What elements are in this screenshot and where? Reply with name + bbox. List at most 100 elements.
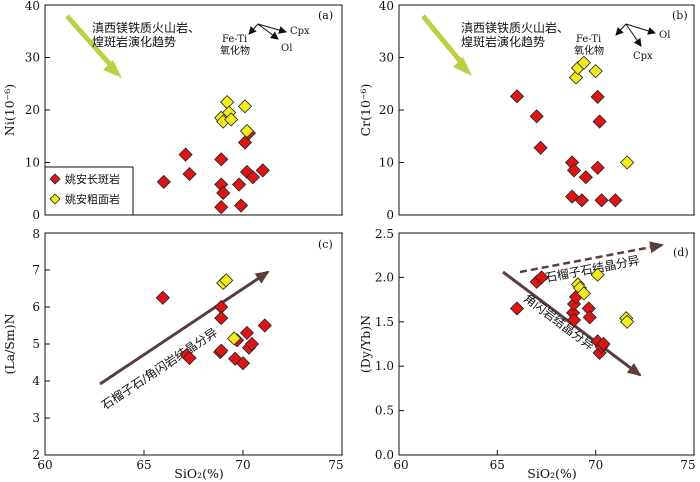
- porphyry-data-point: [214, 343, 229, 358]
- panel-d-points: [509, 267, 635, 360]
- porphyry-data-point: [509, 89, 525, 104]
- ytick-label: 10: [25, 156, 40, 170]
- xtick-label: 60: [393, 458, 408, 472]
- xtick-label: 60: [37, 458, 52, 472]
- amphibole-trend-label: 角闪岩结晶分异: [521, 290, 597, 352]
- porphyry-data-point: [245, 170, 260, 185]
- panel-d-xticks: 60 65 70 75: [393, 450, 696, 472]
- porphyry-data-point: [255, 163, 270, 178]
- panel-a: (a) Ni(10⁻⁶) 0 10 20 30 40 滇西镁铁质火山岩、 煌斑岩…: [2, 0, 343, 222]
- ytick-label: 3: [32, 411, 40, 425]
- ytick-label: 40: [379, 0, 394, 13]
- xtick-label: 70: [235, 458, 250, 472]
- vector-label-oxide: 氧化物: [574, 44, 604, 57]
- panel-b-points: [509, 55, 635, 208]
- vector-label-oxide: 氧化物: [220, 44, 250, 57]
- panel-a-points: [156, 95, 270, 215]
- xtick-label: 75: [328, 458, 343, 472]
- trachyte-data-point: [576, 286, 591, 301]
- panel-c-ylabel: (La/Sm)N: [2, 313, 17, 374]
- panel-c-label: (c): [318, 238, 333, 251]
- porphyry-data-point: [509, 301, 525, 316]
- trachyte-data-point: [568, 70, 584, 85]
- trachyte-data-point: [220, 95, 235, 110]
- panel-b-ylabel: Cr(10⁻⁶): [358, 84, 373, 137]
- porphyry-data-point: [257, 318, 272, 333]
- ytick-label: 1.0: [375, 359, 394, 373]
- ytick-label: 0.0: [375, 448, 394, 462]
- porphyry-data-point: [529, 109, 544, 124]
- xtick-label: 75: [680, 458, 695, 472]
- xtick-label: 65: [136, 458, 151, 472]
- xtick-label: 70: [588, 458, 603, 472]
- porphyry-data-point: [590, 160, 605, 175]
- ytick-label: 0.5: [375, 404, 394, 418]
- porphyry-data-point: [590, 89, 605, 104]
- porphyry-data-point: [566, 312, 582, 328]
- ytick-label: 5: [32, 337, 40, 351]
- trend-annotation-line1: 滇西镁铁质火山岩、: [92, 20, 200, 35]
- fractionation-vectors: Fe-Ti 氧化物 Ol Cpx: [574, 23, 670, 62]
- panel-b-yticks: 0 10 20 30 40: [379, 0, 404, 222]
- trachyte-data-point: [576, 55, 591, 70]
- panel-d-label: (d): [673, 246, 689, 259]
- panel-c-xticks: 60 65 70 75: [37, 450, 344, 472]
- panel-d-frame: [398, 232, 695, 456]
- panel-b: (b) Cr(10⁻⁶) 0 10 20 30 40 滇西镁铁质火山岩、 煌斑岩…: [358, 0, 695, 222]
- porphyry-data-point: [244, 336, 259, 352]
- ytick-label: 4: [32, 374, 40, 388]
- mafic-trend-arrow: [65, 14, 117, 72]
- vector-label-ol: Ol: [281, 43, 292, 54]
- porphyry-data-point: [214, 200, 229, 215]
- panel-b-label: (b): [672, 9, 688, 22]
- ytick-label: 0: [32, 208, 40, 222]
- trachyte-data-point: [588, 64, 603, 79]
- porphyry-data-point: [156, 174, 171, 189]
- ytick-label: 0: [386, 208, 394, 222]
- mafic-trend-arrow: [421, 14, 467, 69]
- trachyte-data-point: [620, 314, 635, 329]
- fractionation-trend-label: 石榴子石/角闪岩结晶分异: [98, 325, 220, 413]
- panel-c-xlabel: SiO₂(%): [174, 466, 223, 481]
- porphyry-data-point: [214, 152, 229, 167]
- trend-annotation-line2: 煌斑岩演化趋势: [92, 34, 176, 49]
- porphyry-data-point: [566, 163, 582, 178]
- mafic-trend-arrowhead: [103, 60, 122, 78]
- panel-a-label: (a): [318, 9, 333, 22]
- trend-annotation-line2: 煌斑岩演化趋势: [461, 34, 545, 49]
- porphyry-data-point: [533, 140, 548, 155]
- ytick-label: 8: [32, 227, 40, 241]
- legend-marker-red: [49, 173, 61, 185]
- porphyry-data-point: [231, 177, 247, 192]
- porphyry-data-point: [233, 198, 249, 213]
- porphyry-data-point: [239, 325, 255, 340]
- ytick-label: 2: [32, 448, 40, 462]
- vector-label-cpx: Cpx: [633, 51, 653, 62]
- vector-label-feti: Fe-Ti: [222, 34, 247, 45]
- panel-a-ylabel: Ni(10⁻⁶): [2, 84, 17, 136]
- garnet-trend-label: 石榴子石结晶分异: [544, 253, 641, 285]
- ytick-label: 6: [32, 300, 40, 314]
- legend-box: [44, 166, 134, 216]
- trend-annotation-line1: 滇西镁铁质火山岩、: [461, 20, 569, 35]
- mafic-trend-arrowhead: [453, 57, 472, 76]
- legend: 姚安长斑岩 姚安粗面岩: [44, 166, 134, 216]
- panel-c: (c) (La/Sm)N 2 3 4 5 6 7 8 60 65 70 75 S…: [2, 227, 344, 481]
- porphyry-data-point: [155, 290, 170, 305]
- trachyte-data-point: [237, 99, 253, 114]
- porphyry-data-point: [578, 170, 593, 185]
- ytick-label: 1.5: [375, 315, 394, 329]
- ytick-label: 10: [379, 156, 394, 170]
- porphyry-data-point: [608, 193, 623, 208]
- porphyry-data-point: [594, 193, 609, 208]
- porphyry-data-point: [214, 311, 229, 326]
- legend-entry-2: 姚安粗面岩: [65, 192, 120, 206]
- ytick-label: 20: [25, 103, 40, 117]
- panel-d-ylabel: (Dy/Yb)N: [358, 315, 373, 373]
- porphyry-data-point: [596, 336, 611, 352]
- panel-d-xlabel: SiO₂(%): [527, 466, 576, 481]
- vector-label-ol: Ol: [659, 30, 670, 41]
- porphyry-data-point: [235, 356, 251, 371]
- porphyry-data-point: [182, 166, 197, 182]
- vector-label-feti: Fe-Ti: [576, 34, 601, 45]
